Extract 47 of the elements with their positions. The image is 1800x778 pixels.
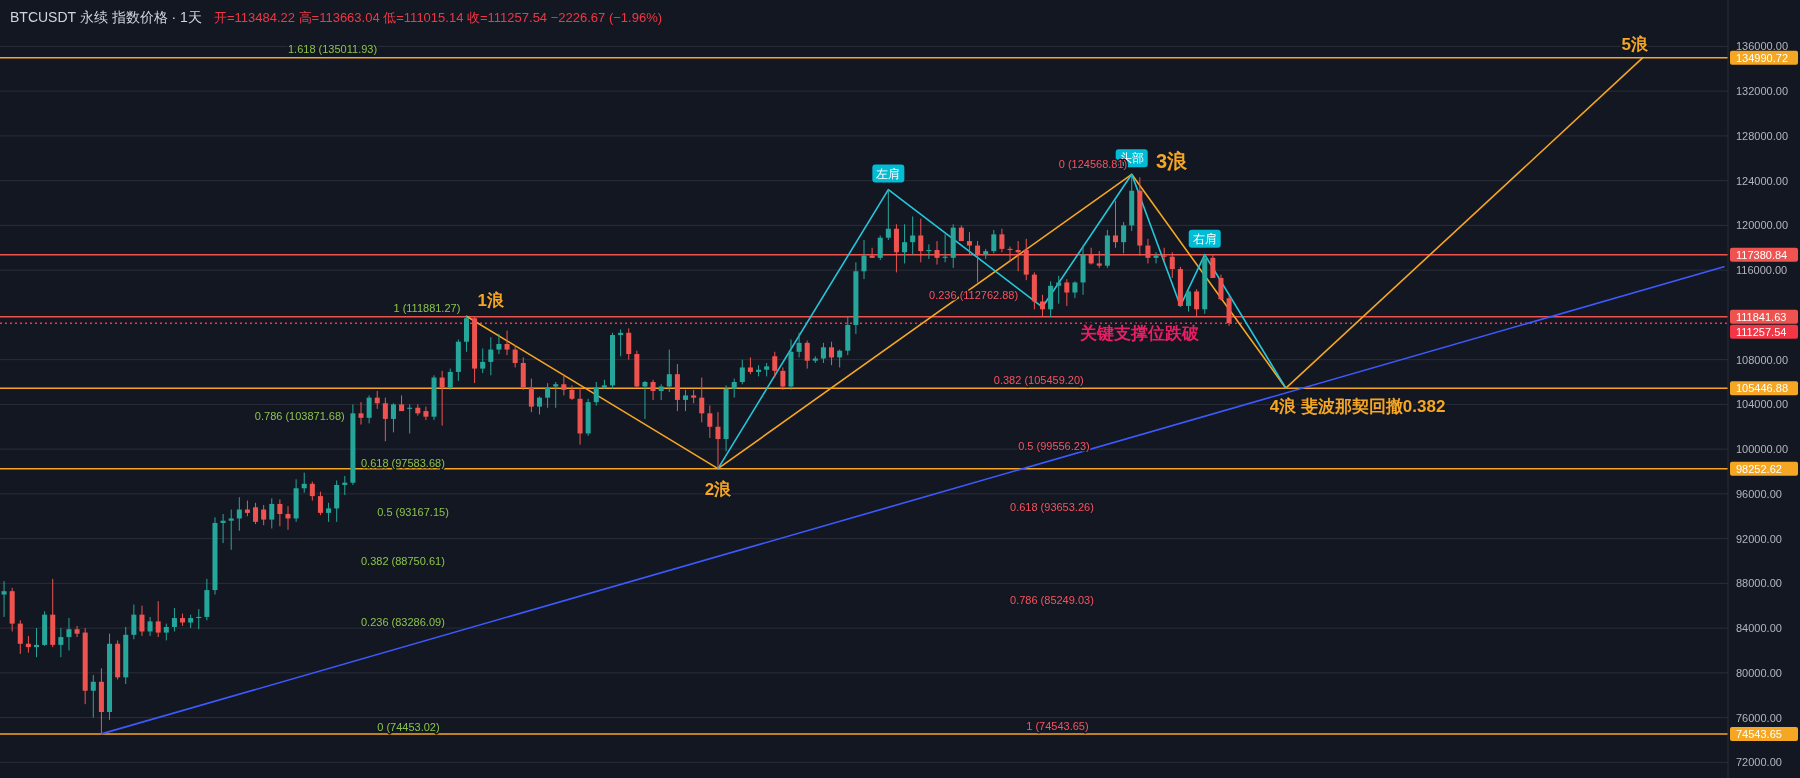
ref-line-label: 74543.65 xyxy=(1736,727,1782,740)
y-tick-label: 76000.00 xyxy=(1736,711,1782,724)
annotation: 0.236 (83286.09) xyxy=(361,616,445,628)
annotation: 1 (111881.27) xyxy=(393,302,461,315)
y-tick-label: 80000.00 xyxy=(1736,666,1782,679)
annotation: 5浪 xyxy=(1621,34,1648,54)
annotation: 0.5 (93167.15) xyxy=(377,506,449,518)
annotation: 1.618 (135011.93) xyxy=(288,43,378,56)
y-tick-label: 108000.00 xyxy=(1736,353,1788,366)
ref-label: 105446.88 xyxy=(1730,381,1798,396)
ref-line-label: 117380.84 xyxy=(1736,248,1788,261)
y-tick-label: 128000.00 xyxy=(1736,129,1788,142)
annotation: 0.5 (99556.23) xyxy=(1018,440,1090,453)
ref-line-label: 134990.72 xyxy=(1736,51,1788,64)
ref-line-label: 111841.63 xyxy=(1736,310,1787,323)
y-tick-label: 120000.00 xyxy=(1736,219,1788,232)
ref-line-label: 98252.62 xyxy=(1736,462,1782,475)
y-tick-label: 116000.00 xyxy=(1736,264,1788,277)
ref-line-label: 111257.54 xyxy=(1736,325,1787,338)
y-tick-label: 84000.00 xyxy=(1736,622,1782,635)
annotation: 0.618 (97583.68) xyxy=(361,457,445,469)
y-tick-label: 104000.00 xyxy=(1736,398,1788,411)
annotation: 0.786 (103871.68) xyxy=(254,410,345,422)
y-tick-label: 96000.00 xyxy=(1736,487,1782,500)
annotation: 0.382 (88750.61) xyxy=(361,555,445,567)
annotation: 3浪 xyxy=(1156,150,1188,172)
y-tick-label: 88000.00 xyxy=(1736,577,1782,590)
annotation: 0.786 (85249.03) xyxy=(1010,594,1094,606)
header: BTCUSDT 永续 指数价格 · 1天 开=113484.22 高=113663.04 低=111015.14 收=111257.54 −2226.67 (−1.96%) xyxy=(10,9,662,25)
annotation: 0.618 (93653.26) xyxy=(1010,501,1094,513)
ref-line-label: 105446.88 xyxy=(1736,382,1788,395)
annotation: 2浪 xyxy=(704,479,732,499)
y-tick-label: 124000.00 xyxy=(1736,174,1788,187)
annotation: 左肩 xyxy=(876,166,901,181)
annotation: 1浪 xyxy=(477,291,505,311)
y-tick-label: 92000.00 xyxy=(1736,532,1782,545)
y-tick-label: 132000.00 xyxy=(1736,85,1788,98)
annotation: 0.382 (105459.20) xyxy=(993,374,1084,387)
y-tick-label: 100000.00 xyxy=(1736,443,1788,456)
annotation: 4浪 斐波那契回撤0.382 xyxy=(1269,397,1446,417)
annotation: 1 (74543.65) xyxy=(1026,719,1089,732)
y-tick-label: 72000.00 xyxy=(1736,756,1782,769)
annotation: 右肩 xyxy=(1192,231,1217,246)
annotation: 0 (74453.02) xyxy=(377,720,440,733)
annotation: 关键支撑位跌破 xyxy=(1080,323,1200,343)
annotation: 0.236 (112762.88) xyxy=(929,289,1019,301)
y-tick-label: 136000.00 xyxy=(1736,40,1788,53)
